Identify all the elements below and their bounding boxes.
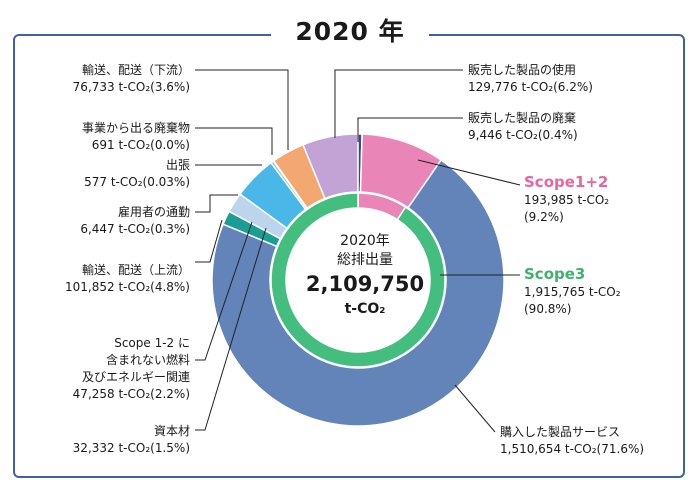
label-kounyu: 購入した製品サービス 1,510,654 t-CO₂(71.6%) [500,424,644,458]
label-shucchou: 出張 577 t-CO₂(0.03%) [84,157,190,191]
label-nenryou: Scope 1-2 に 含まれない燃料 及びエネルギー関連 47,258 t-C… [73,335,190,403]
label-hanbai-haiki: 販売した製品の廃棄 9,446 t-CO₂(0.4%) [468,110,578,144]
leader-yusou-karyu [195,69,289,150]
center-unit: t-CO₂ [344,301,386,317]
leader-hanbai-haiki [357,117,463,142]
inner-slice-1 [270,192,446,368]
label-name: 購入した製品サービス [500,425,621,439]
label-name: 販売した製品の廃棄 [468,111,577,125]
label-yusou-karyu: 輸送、配送（下流） 76,733 t-CO₂(3.6%) [73,62,190,96]
label-value: 6,447 t-CO₂(0.3%) [80,222,190,236]
label-name-2: 含まれない燃料 [105,353,190,367]
label-value: 9,446 t-CO₂(0.4%) [468,128,578,142]
label-name-1: Scope 1-2 に [114,336,190,350]
leader-kounyu [454,384,496,433]
label-name: 輸送、配送（上流） [81,263,190,277]
label-name: Scope1+2 [524,173,609,191]
label-value-pct: (9.2%) [524,210,564,224]
label-value-pct: (90.8%) [524,302,572,316]
leader-tsuukin [195,194,238,213]
label-scope3: Scope3 1,915,765 t-CO₂ (90.8%) [524,265,621,318]
leader-hanbai-shiyou [334,69,463,138]
center-label: 2020年 総排出量 2,109,750 t-CO₂ [290,232,440,320]
label-name-3: 及びエネルギー関連 [81,370,190,384]
label-value: 1,510,654 t-CO₂(71.6%) [500,442,645,456]
center-total: 2,109,750 [305,272,425,296]
label-hanbai-shiyou: 販売した製品の使用 129,776 t-CO₂(6.2%) [468,62,593,96]
label-name: Scope3 [524,265,586,283]
center-year: 2020年 [340,233,390,249]
label-value: 76,733 t-CO₂(3.6%) [72,80,190,94]
outer-slice-3 [211,158,505,427]
label-tsuukin: 雇用者の通勤 6,447 t-CO₂(0.3%) [80,204,190,238]
label-name: 雇用者の通勤 [117,205,190,219]
label-name: 資本材 [153,424,190,438]
label-value: 193,985 t-CO₂ [524,193,610,207]
leader-shihonzai [195,227,267,431]
label-value: 691 t-CO₂(0.0%) [91,138,190,152]
label-name: 輸送、配送（下流） [81,63,190,77]
label-name: 出張 [165,158,190,172]
center-caption: 総排出量 [337,252,393,268]
label-value: 32,332 t-CO₂(1.5%) [72,441,190,455]
label-yusou-jouryu: 輸送、配送（上流） 101,852 t-CO₂(4.8%) [65,262,190,296]
chart-title-wrap: 2020 年 [0,12,700,48]
leader-jigyou-haikibutsu [195,127,273,155]
label-jigyou-haikibutsu: 事業から出る廃棄物 691 t-CO₂(0.0%) [82,120,190,154]
label-value: 101,852 t-CO₂(4.8%) [65,280,190,294]
label-name: 販売した製品の使用 [468,63,577,77]
label-value: 47,258 t-CO₂(2.2%) [72,387,190,401]
leader-yusou-jouryu [195,219,223,263]
label-shihonzai: 資本材 32,332 t-CO₂(1.5%) [73,423,190,457]
outer-slice-10 [272,143,326,210]
donut-center [287,209,429,351]
label-name: 事業から出る廃棄物 [81,121,190,135]
leader-scope12 [417,159,521,186]
label-value: 577 t-CO₂(0.03%) [84,175,190,189]
label-value: 1,915,765 t-CO₂ [524,285,621,299]
label-value: 129,776 t-CO₂(6.2%) [468,80,593,94]
chart-title: 2020 年 [271,12,429,48]
label-scope12: Scope1+2 193,985 t-CO₂ (9.2%) [524,173,609,226]
leader-nenryou [195,221,253,361]
